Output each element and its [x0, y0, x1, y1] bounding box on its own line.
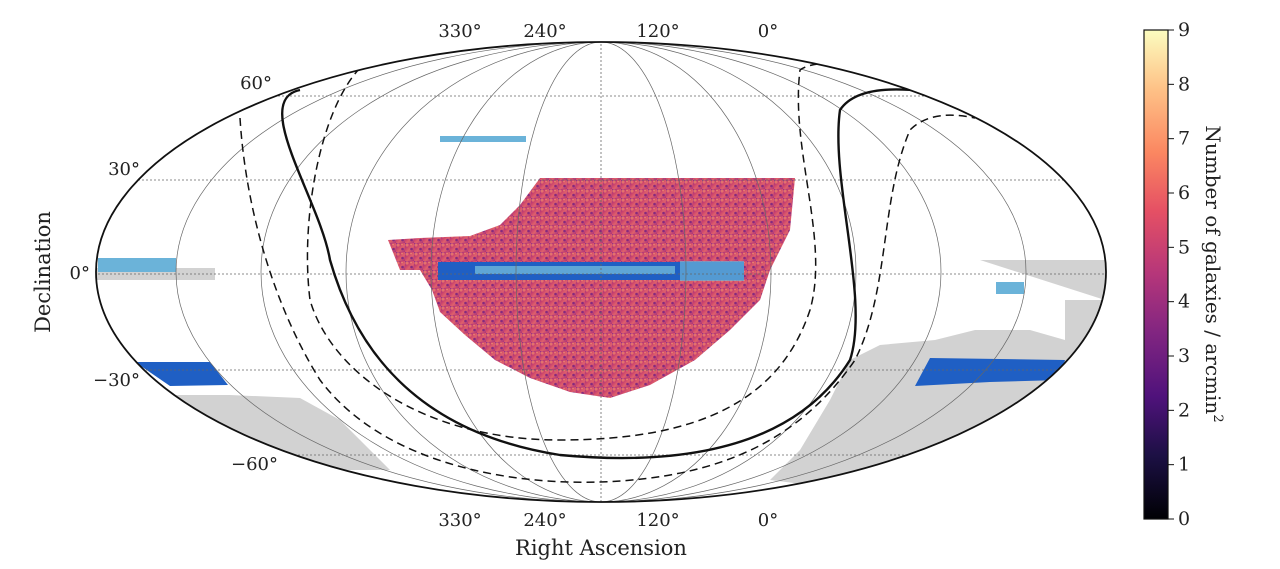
colorbar-tick-label: 8 [1178, 73, 1190, 95]
ra-tick-label: 0° [758, 21, 778, 42]
dec-labels: 60° 30° 0° −30° −60° [70, 73, 278, 475]
map-outline [95, 41, 1107, 503]
galactic-boundaries [239, 59, 976, 483]
colorbar-tick-label: 1 [1178, 454, 1190, 476]
y-axis-title: Declination [31, 211, 55, 333]
map-area [96, 42, 1106, 502]
ra-labels-top: 330° 240° 120° 0° [438, 21, 778, 42]
colorbar-tick-label: 3 [1178, 345, 1190, 367]
colorbar-tick-label: 4 [1178, 291, 1190, 313]
colorbar-gradient [1143, 29, 1169, 520]
colorbar-ticks: 0 1 2 3 4 5 6 7 8 9 [1168, 19, 1190, 530]
dec-tick-label: 60° [240, 73, 272, 94]
dec-tick-label: −60° [231, 454, 278, 475]
ra-tick-label: 120° [636, 510, 679, 531]
colorbar-label: Number of galaxies / arcmin2 [1201, 125, 1225, 422]
dark-blue-stripes [135, 358, 1065, 386]
light-blue-stripes [98, 136, 1024, 294]
ra-tick-label: 240° [523, 510, 566, 531]
ra-tick-label: 120° [636, 21, 679, 42]
colorbar-tick-label: 0 [1178, 508, 1190, 530]
colorbar-tick-label: 6 [1178, 182, 1190, 204]
density-footprint [388, 178, 795, 398]
dec-tick-label: 0° [70, 263, 90, 284]
meridians [175, 42, 1027, 502]
x-axis-title: Right Ascension [515, 536, 687, 560]
colorbar-tick-label: 2 [1178, 399, 1190, 421]
colorbar-label-text: Number of galaxies / arcmin [1201, 125, 1225, 414]
colorbar-tick-label: 9 [1178, 19, 1190, 41]
dec-tick-label: −30° [93, 370, 140, 391]
ra-tick-label: 330° [438, 510, 481, 531]
colorbar-tick-label: 7 [1178, 128, 1190, 150]
ra-tick-label: 0° [758, 510, 778, 531]
colorbar-tick-label: 5 [1178, 236, 1190, 258]
colorbar-label-superscript: 2 [1210, 414, 1225, 422]
dec-tick-label: 30° [108, 159, 140, 180]
ra-tick-label: 330° [438, 21, 481, 42]
ra-labels-bottom: 330° 240° 120° 0° [438, 510, 778, 531]
ra-tick-label: 240° [523, 21, 566, 42]
